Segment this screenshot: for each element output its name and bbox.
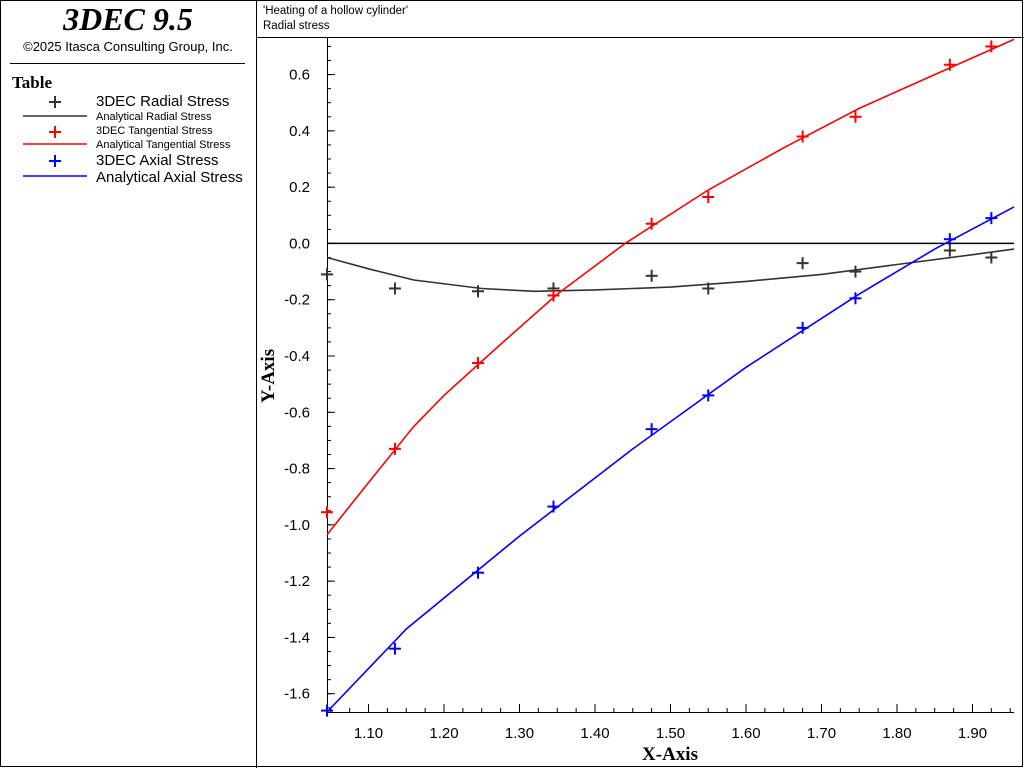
data-point-marker: [796, 130, 809, 143]
y-tick-label: -1.4: [284, 629, 310, 646]
legend-label: 3DEC Axial Stress: [96, 152, 219, 169]
legend-label: Analytical Radial Stress: [96, 111, 212, 123]
x-tick-label: 1.90: [958, 725, 987, 742]
plot-title-line2: Radial stress: [263, 20, 330, 32]
app-title: 3DEC 9.5: [62, 1, 193, 37]
y-tick-label: -1.0: [284, 517, 310, 534]
legend-item: 3DEC Radial Stress: [49, 93, 229, 110]
legend-label: Analytical Axial Stress: [96, 169, 243, 186]
legend-label: 3DEC Radial Stress: [96, 93, 229, 110]
y-tick-label: 0.6: [289, 67, 310, 84]
x-tick-label: 1.60: [731, 725, 760, 742]
data-point-marker: [471, 357, 484, 370]
y-tick-label: 0.4: [289, 123, 310, 140]
data-point-marker: [645, 217, 658, 230]
y-tick-label: -1.6: [284, 686, 310, 703]
data-point-marker: [321, 506, 333, 519]
data-point-marker: [985, 251, 998, 264]
legend-item: 3DEC Tangential Stress: [49, 125, 213, 138]
data-point-marker: [849, 110, 862, 123]
series-line: [326, 248, 1015, 293]
data-point-marker: [388, 442, 401, 455]
data-point-marker: [388, 282, 401, 295]
data-point-marker: [547, 289, 560, 302]
data-point-marker: [849, 292, 862, 305]
plot-title-line1: 'Heating of a hollow cylinder': [263, 5, 408, 17]
data-point-marker: [702, 389, 715, 402]
x-tick-label: 1.40: [580, 725, 609, 742]
axes: 0.6 0.4 0.2 0.0 -0.2 -0.4 -0.6 -0.8 -1.0 -1.2 -1.4…: [284, 38, 1014, 742]
data-point-marker: [985, 212, 998, 225]
y-tick-label: -0.2: [284, 292, 310, 309]
data-point-marker: [849, 265, 862, 278]
x-tick-label: 1.50: [656, 725, 685, 742]
data-point-marker: [321, 704, 333, 717]
data-point-marker: [702, 191, 715, 204]
legend-label: 3DEC Tangential Stress: [96, 125, 213, 137]
data-point-marker: [796, 321, 809, 334]
y-tick-label: -0.6: [284, 404, 310, 421]
data-point-marker: [388, 642, 401, 655]
data-point-marker: [943, 244, 956, 257]
data-point-marker: [796, 257, 809, 270]
y-tick-label: -0.4: [284, 348, 310, 365]
x-tick-label: 1.30: [505, 725, 534, 742]
legend-item: Analytical Tangential Stress: [23, 139, 231, 151]
data-point-marker: [471, 566, 484, 579]
legend-item: Analytical Radial Stress: [23, 111, 212, 123]
y-tick-label: -1.2: [284, 573, 310, 590]
legend-title: Table: [12, 73, 52, 92]
legend-label: Analytical Tangential Stress: [96, 139, 231, 151]
x-axis-label: X-Axis: [642, 744, 698, 765]
data-point-marker: [321, 268, 333, 281]
data-point-marker: [547, 500, 560, 513]
y-tick-label: 0.0: [289, 235, 310, 252]
data-point-marker: [471, 285, 484, 298]
x-tick-label: 1.10: [354, 725, 383, 742]
legend-item: Analytical Axial Stress: [23, 169, 243, 186]
data-point-marker: [645, 269, 658, 282]
x-tick-label: 1.70: [807, 725, 836, 742]
x-tick-label: 1.80: [882, 725, 911, 742]
y-tick-label: 0.2: [289, 179, 310, 196]
y-axis-label: Y-Axis: [258, 349, 279, 403]
data-point-marker: [645, 423, 658, 436]
data-point-marker: [985, 40, 998, 53]
copyright-text: ©2025 Itasca Consulting Group, Inc.: [23, 39, 233, 54]
data-point-marker: [943, 58, 956, 71]
series-lines: [326, 38, 1015, 713]
data-point-marker: [943, 233, 956, 246]
plot-area: 0.6 0.4 0.2 0.0 -0.2 -0.4 -0.6 -0.8 -1.0 -1.2 -1.4…: [284, 38, 1015, 742]
data-point-marker: [702, 282, 715, 295]
legend-item: 3DEC Axial Stress: [49, 152, 219, 169]
series-markers: [321, 40, 998, 717]
series-line: [326, 206, 1015, 713]
y-tick-label: -0.8: [284, 461, 310, 478]
series-line: [326, 38, 1015, 536]
x-tick-label: 1.20: [429, 725, 458, 742]
